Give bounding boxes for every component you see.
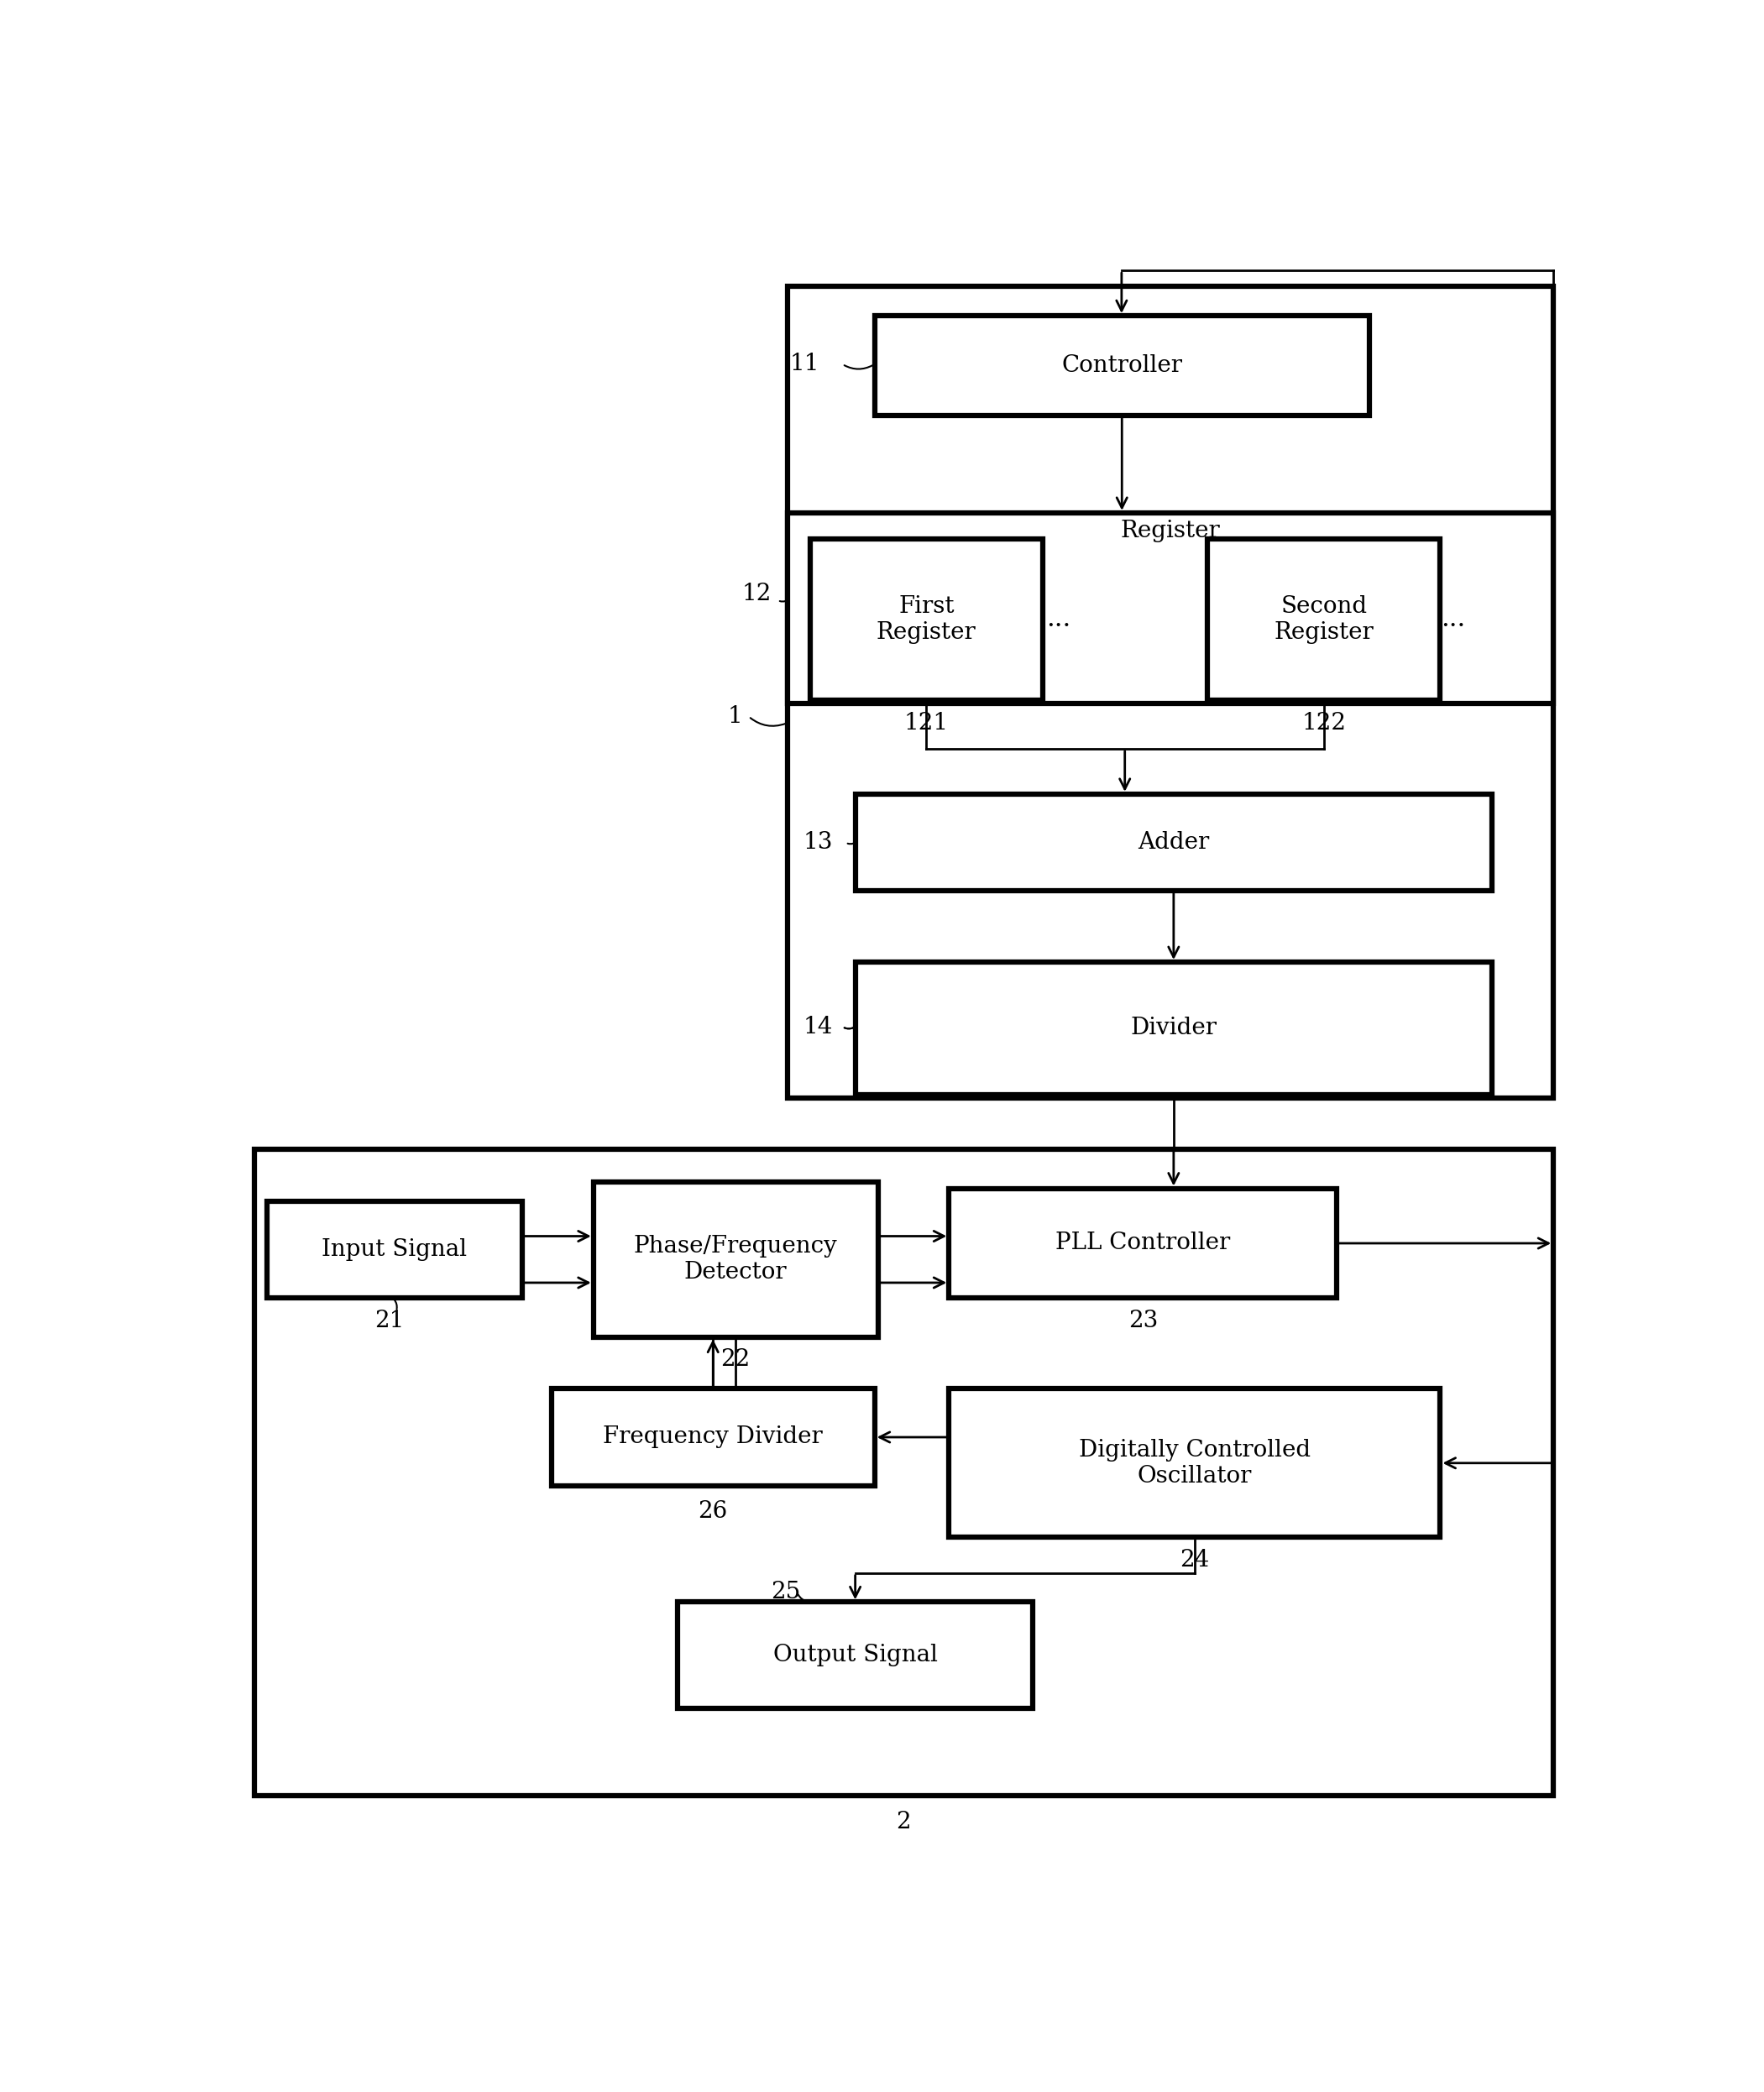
Text: 23: 23 bbox=[1129, 1310, 1157, 1333]
Text: Input Signal: Input Signal bbox=[323, 1238, 467, 1261]
Text: 24: 24 bbox=[1180, 1548, 1210, 1571]
Text: Second
Register: Second Register bbox=[1274, 594, 1374, 644]
Bar bbox=[254, 1149, 1554, 1795]
Bar bbox=[856, 962, 1492, 1094]
FancyArrowPatch shape bbox=[395, 1299, 397, 1310]
Bar bbox=[949, 1389, 1441, 1538]
Text: 21: 21 bbox=[376, 1310, 404, 1333]
Bar bbox=[856, 795, 1492, 891]
Bar bbox=[593, 1182, 878, 1337]
Bar bbox=[552, 1389, 875, 1485]
Text: 122: 122 bbox=[1302, 711, 1346, 734]
Bar bbox=[875, 316, 1369, 416]
Text: 1: 1 bbox=[727, 705, 743, 728]
FancyArrowPatch shape bbox=[750, 718, 785, 726]
Text: 2: 2 bbox=[896, 1810, 912, 1833]
Text: 22: 22 bbox=[721, 1347, 750, 1370]
Text: Register: Register bbox=[1120, 519, 1221, 542]
FancyArrowPatch shape bbox=[845, 366, 873, 368]
Text: 11: 11 bbox=[790, 354, 820, 374]
Text: Controller: Controller bbox=[1062, 354, 1182, 377]
Bar bbox=[677, 1602, 1034, 1709]
Text: 26: 26 bbox=[699, 1500, 729, 1523]
Text: ...: ... bbox=[1441, 607, 1466, 632]
FancyArrowPatch shape bbox=[797, 1594, 808, 1602]
Text: Digitally Controlled
Oscillator: Digitally Controlled Oscillator bbox=[1080, 1439, 1311, 1487]
Bar bbox=[787, 287, 1554, 1098]
Text: 14: 14 bbox=[803, 1015, 833, 1038]
Text: ...: ... bbox=[1046, 607, 1071, 632]
Text: 25: 25 bbox=[771, 1582, 801, 1605]
Bar bbox=[949, 1188, 1337, 1299]
Text: PLL Controller: PLL Controller bbox=[1055, 1232, 1230, 1255]
Text: Divider: Divider bbox=[1131, 1017, 1217, 1040]
Text: Phase/Frequency
Detector: Phase/Frequency Detector bbox=[633, 1234, 838, 1284]
Bar bbox=[810, 540, 1043, 701]
Bar bbox=[787, 513, 1554, 703]
Text: 12: 12 bbox=[741, 582, 771, 605]
Bar bbox=[266, 1201, 522, 1299]
Text: Frequency Divider: Frequency Divider bbox=[603, 1427, 822, 1448]
Text: Output Signal: Output Signal bbox=[773, 1644, 937, 1667]
Text: Adder: Adder bbox=[1138, 831, 1210, 854]
Text: First
Register: First Register bbox=[877, 594, 975, 644]
Text: 13: 13 bbox=[803, 831, 833, 854]
Text: 121: 121 bbox=[905, 711, 949, 734]
Bar bbox=[1208, 540, 1441, 701]
